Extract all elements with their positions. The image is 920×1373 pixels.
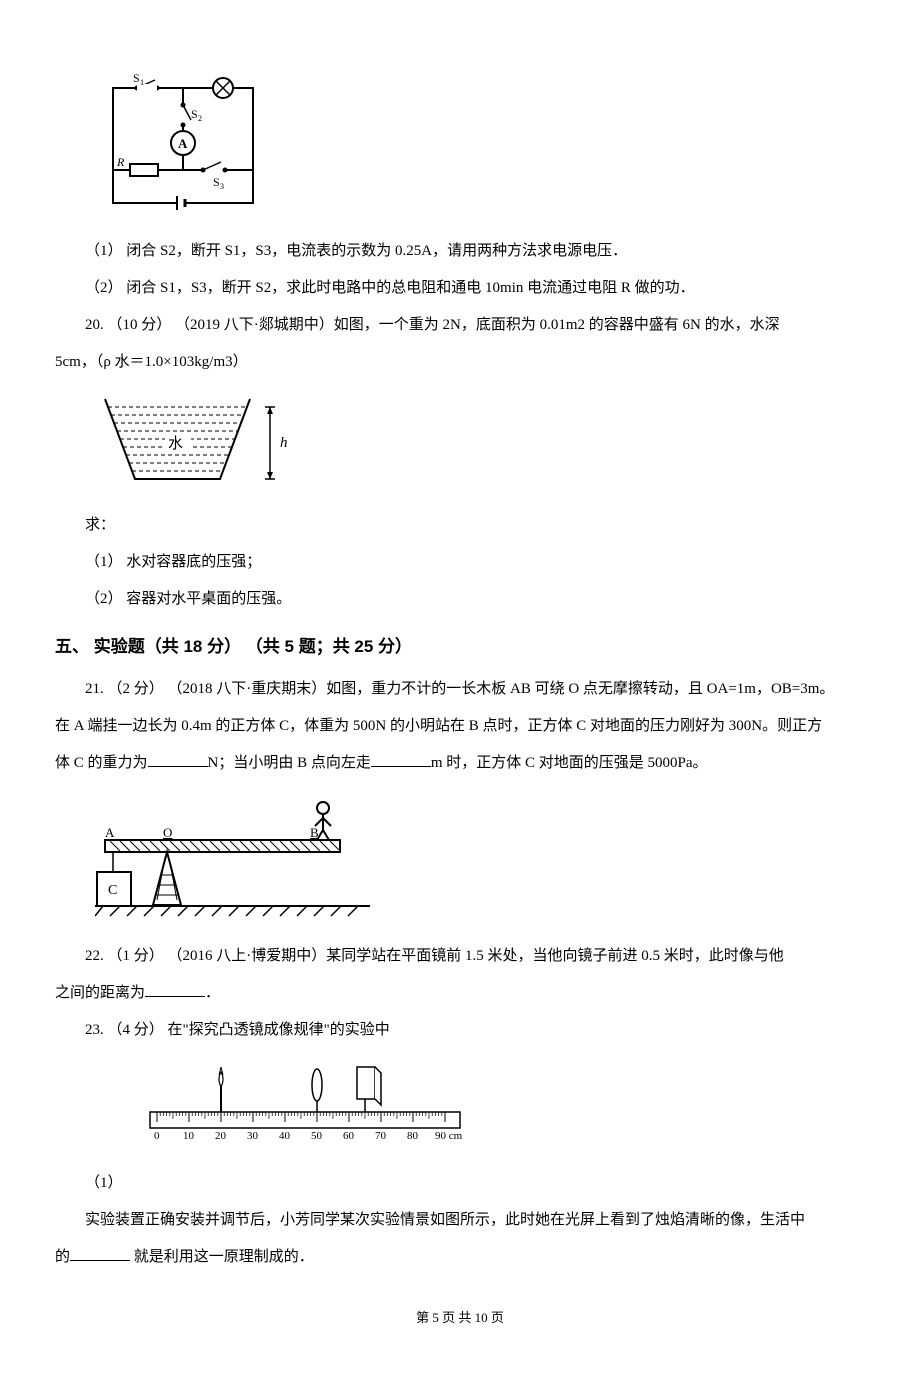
q21-line3-a: 体 C 的重力为 xyxy=(55,755,148,771)
q23-line2a: 实验装置正确安装并调节后，小芳同学某次实验情景如图所示，此时她在光屏上看到了烛焰… xyxy=(55,1204,865,1237)
svg-text:90 cm: 90 cm xyxy=(435,1130,463,1142)
q23-part1: （1） xyxy=(55,1167,865,1200)
blank-weight xyxy=(148,752,208,767)
svg-text:20: 20 xyxy=(215,1130,227,1142)
section5-header: 五、 实验题（共 18 分） （共 5 题；共 25 分） xyxy=(55,628,865,665)
q19-part1: （1） 闭合 S2，断开 S1，S3，电流表的示数为 0.25A，请用两种方法求… xyxy=(55,235,865,268)
svg-text:C: C xyxy=(108,883,117,898)
svg-text:2: 2 xyxy=(198,114,202,123)
svg-text:60: 60 xyxy=(343,1130,355,1142)
q21-line3-b: N；当小明由 B 点向左走 xyxy=(208,755,371,771)
svg-text:40: 40 xyxy=(279,1130,291,1142)
page-footer: 第 5 页 共 10 页 xyxy=(55,1304,865,1333)
blank-mirror-distance xyxy=(145,982,205,997)
svg-text:70: 70 xyxy=(375,1130,387,1142)
bench-svg: 0 10 20 30 40 50 60 70 80 90 cm xyxy=(145,1057,475,1147)
q20-part2: （2） 容器对水平桌面的压强。 xyxy=(55,583,865,616)
q23-intro: 23. （4 分） 在"探究凸透镜成像规律"的实验中 xyxy=(55,1014,865,1047)
svg-text:3: 3 xyxy=(220,182,224,191)
q20-qiu: 求： xyxy=(55,509,865,542)
svg-text:80: 80 xyxy=(407,1130,419,1142)
svg-text:0: 0 xyxy=(154,1130,160,1142)
svg-text:10: 10 xyxy=(183,1130,195,1142)
circuit-diagram: S 1 S 2 A R S 3 xyxy=(95,70,865,215)
svg-text:A: A xyxy=(105,825,115,840)
q19-part2: （2） 闭合 S1，S3，断开 S2，求此时电路中的总电阻和通电 10min 电… xyxy=(55,272,865,305)
svg-text:S: S xyxy=(191,107,198,121)
lever-svg: A O B C xyxy=(95,790,375,920)
svg-text:1: 1 xyxy=(140,78,144,87)
q22-line2: 之间的距离为 ． xyxy=(55,977,865,1010)
svg-text:O: O xyxy=(163,825,172,840)
svg-text:S: S xyxy=(133,71,140,85)
q23-c: 就是利用这一原理制成的． xyxy=(130,1249,314,1265)
blank-distance xyxy=(371,752,431,767)
q21-line1: 21. （2 分） （2018 八下·重庆期末）如图，重力不计的一长木板 AB … xyxy=(55,673,865,706)
container-diagram: 水 h xyxy=(95,389,865,489)
svg-text:S: S xyxy=(213,175,220,189)
q21-line2: 在 A 端挂一边长为 0.4m 的正方体 C，体重为 500N 的小明站在 B … xyxy=(55,710,865,743)
q23-b: 的 xyxy=(55,1249,70,1265)
optical-bench-diagram: 0 10 20 30 40 50 60 70 80 90 cm xyxy=(145,1057,865,1147)
svg-text:A: A xyxy=(178,136,188,151)
q20-intro-a: 20. （10 分） （2019 八下·郯城期中）如图，一个重为 2N，底面积为… xyxy=(55,309,865,342)
q20-intro-b: 5cm，（ρ 水＝1.0×103kg/m3） xyxy=(55,346,865,379)
water-label: 水 xyxy=(168,435,183,452)
svg-text:30: 30 xyxy=(247,1130,259,1142)
q20-part1: （1） 水对容器底的压强； xyxy=(55,546,865,579)
h-label: h xyxy=(280,435,288,451)
blank-device xyxy=(70,1246,130,1261)
q21-line3-c: m 时，正方体 C 对地面的压强是 5000Pa。 xyxy=(431,755,708,771)
svg-text:50: 50 xyxy=(311,1130,323,1142)
lever-diagram: A O B C xyxy=(95,790,865,920)
q22-c: ． xyxy=(205,985,220,1001)
circuit-svg: S 1 S 2 A R S 3 xyxy=(95,70,270,215)
q21-line3: 体 C 的重力为 N；当小明由 B 点向左走 m 时，正方体 C 对地面的压强是 5… xyxy=(55,747,865,780)
q22-a: 22. （1 分） （2016 八上·博爱期中）某同学站在平面镜前 1.5 米处… xyxy=(55,940,865,973)
q22-b: 之间的距离为 xyxy=(55,985,145,1001)
q23-line2b: 的 就是利用这一原理制成的． xyxy=(55,1241,865,1274)
svg-text:R: R xyxy=(116,155,125,169)
container-svg: 水 h xyxy=(95,389,305,489)
